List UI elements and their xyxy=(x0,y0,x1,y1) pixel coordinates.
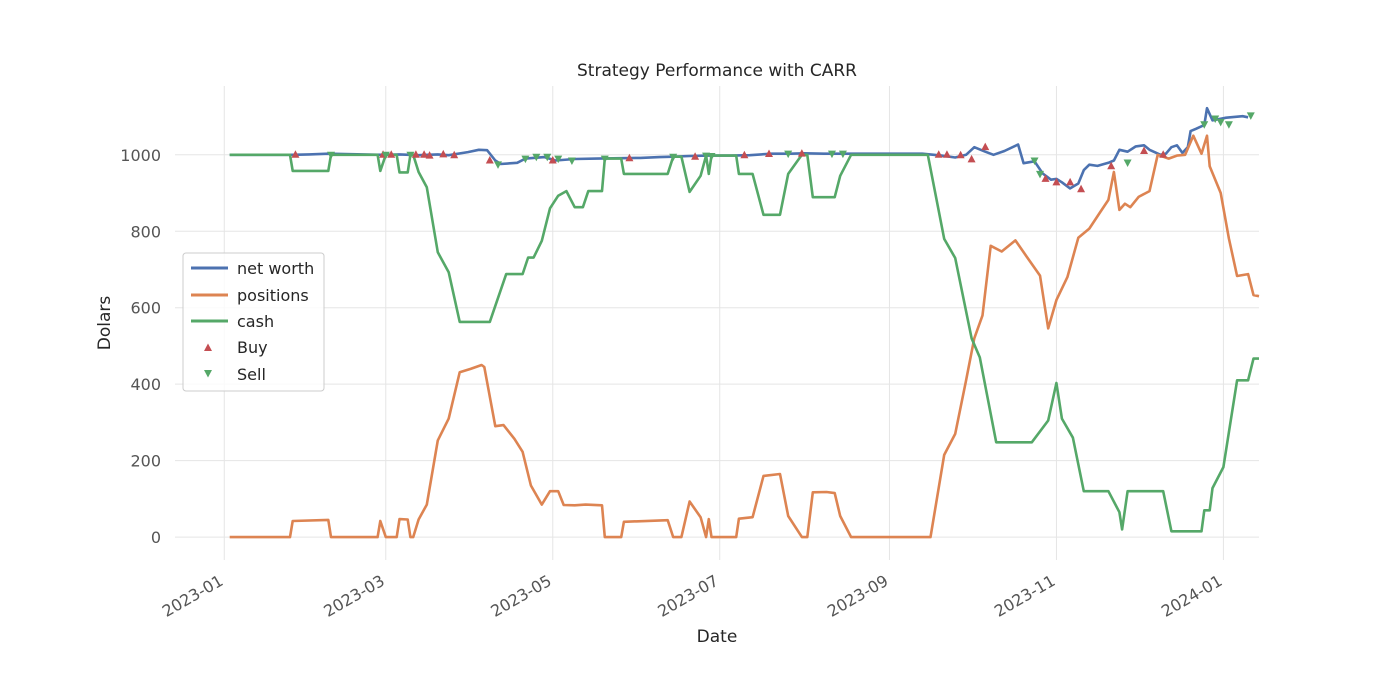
legend-swatch-sell xyxy=(204,370,212,378)
sell-marker xyxy=(406,151,415,160)
legend-label-sell: Sell xyxy=(237,365,266,384)
buy-marker xyxy=(967,154,976,163)
buy-marker xyxy=(1159,150,1168,158)
y-tick-label: 1000 xyxy=(120,146,161,165)
sell-marker xyxy=(521,155,530,164)
buy-marker xyxy=(411,150,420,158)
trade-markers xyxy=(291,112,1255,193)
y-tick-label: 0 xyxy=(151,528,161,547)
buy-marker xyxy=(1107,161,1116,170)
chart-title: Strategy Performance with CARR xyxy=(577,61,857,81)
sell-marker xyxy=(554,155,563,164)
legend-label-positions: positions xyxy=(237,286,309,305)
buy-marker xyxy=(625,153,634,162)
buy-marker xyxy=(485,156,494,164)
buy-marker xyxy=(291,150,300,158)
buy-marker xyxy=(1140,146,1149,154)
legend-swatch-buy xyxy=(204,343,212,351)
x-axis-label: Date xyxy=(697,627,738,647)
buy-marker xyxy=(420,150,429,158)
x-tick-label: 2023-05 xyxy=(487,571,554,621)
buy-marker xyxy=(942,150,951,158)
legend-label-cash: cash xyxy=(237,312,274,331)
buy-marker xyxy=(1041,174,1050,182)
series-line-positions xyxy=(229,134,1260,539)
sell-marker xyxy=(567,157,576,166)
buy-marker xyxy=(387,150,396,158)
buy-marker xyxy=(425,151,434,159)
sell-marker xyxy=(702,152,711,161)
sell-marker xyxy=(1246,112,1255,120)
buy-marker xyxy=(1066,177,1075,186)
buy-marker xyxy=(691,152,700,160)
y-tick-label: 400 xyxy=(130,375,161,394)
buy-marker xyxy=(934,150,943,158)
buy-marker xyxy=(956,150,965,159)
buy-marker xyxy=(548,156,557,164)
sell-marker xyxy=(532,153,541,162)
buy-marker xyxy=(439,149,448,158)
series-line-cash xyxy=(229,153,1259,533)
x-tick-label: 2023-03 xyxy=(320,571,387,621)
y-tick-label: 200 xyxy=(130,452,161,471)
sell-marker xyxy=(600,155,609,164)
sell-marker xyxy=(1030,157,1039,166)
sell-marker xyxy=(1224,121,1233,129)
sell-marker xyxy=(327,151,336,160)
x-tick-label: 2024-01 xyxy=(1158,571,1225,621)
y-ticks: 0 200 400 600 800 1000 xyxy=(120,146,161,547)
sell-marker xyxy=(1123,159,1132,167)
sell-marker xyxy=(1200,121,1209,129)
grid xyxy=(175,86,1259,560)
x-tick-label: 2023-07 xyxy=(654,571,721,621)
sell-marker xyxy=(494,161,503,169)
x-ticks: 2023-01 2023-03 2023-05 2023-07 2023-09 2023-… xyxy=(159,571,1226,621)
buy-marker xyxy=(1077,184,1086,193)
legend-label-buy: Buy xyxy=(237,338,268,357)
buy-marker xyxy=(450,150,459,159)
buy-marker xyxy=(981,142,990,151)
y-tick-label: 600 xyxy=(130,299,161,318)
buy-marker xyxy=(740,150,749,159)
legend-frame xyxy=(182,252,325,392)
series-line-net-worth xyxy=(229,106,1249,190)
legend-label-net-worth: net worth xyxy=(237,259,314,278)
sell-marker xyxy=(707,152,716,161)
buy-marker xyxy=(797,149,806,157)
sell-marker xyxy=(543,153,552,162)
sell-marker xyxy=(784,150,793,159)
sell-marker xyxy=(827,150,836,159)
sell-marker xyxy=(381,151,390,160)
y-tick-label: 800 xyxy=(130,222,161,241)
sell-marker xyxy=(1211,115,1220,123)
sell-marker xyxy=(838,150,847,159)
sell-marker xyxy=(669,153,678,162)
sell-marker xyxy=(1036,170,1045,179)
buy-marker xyxy=(765,149,774,158)
series-lines xyxy=(229,106,1260,539)
y-axis-label: Dolars xyxy=(95,296,115,351)
x-tick-label: 2023-11 xyxy=(991,571,1058,621)
x-tick-label: 2023-09 xyxy=(824,571,891,621)
buy-marker xyxy=(1052,177,1061,186)
x-tick-label: 2023-01 xyxy=(159,571,226,621)
sell-marker xyxy=(1216,118,1225,127)
legend: net worth positions cash Buy Sell xyxy=(182,252,325,392)
